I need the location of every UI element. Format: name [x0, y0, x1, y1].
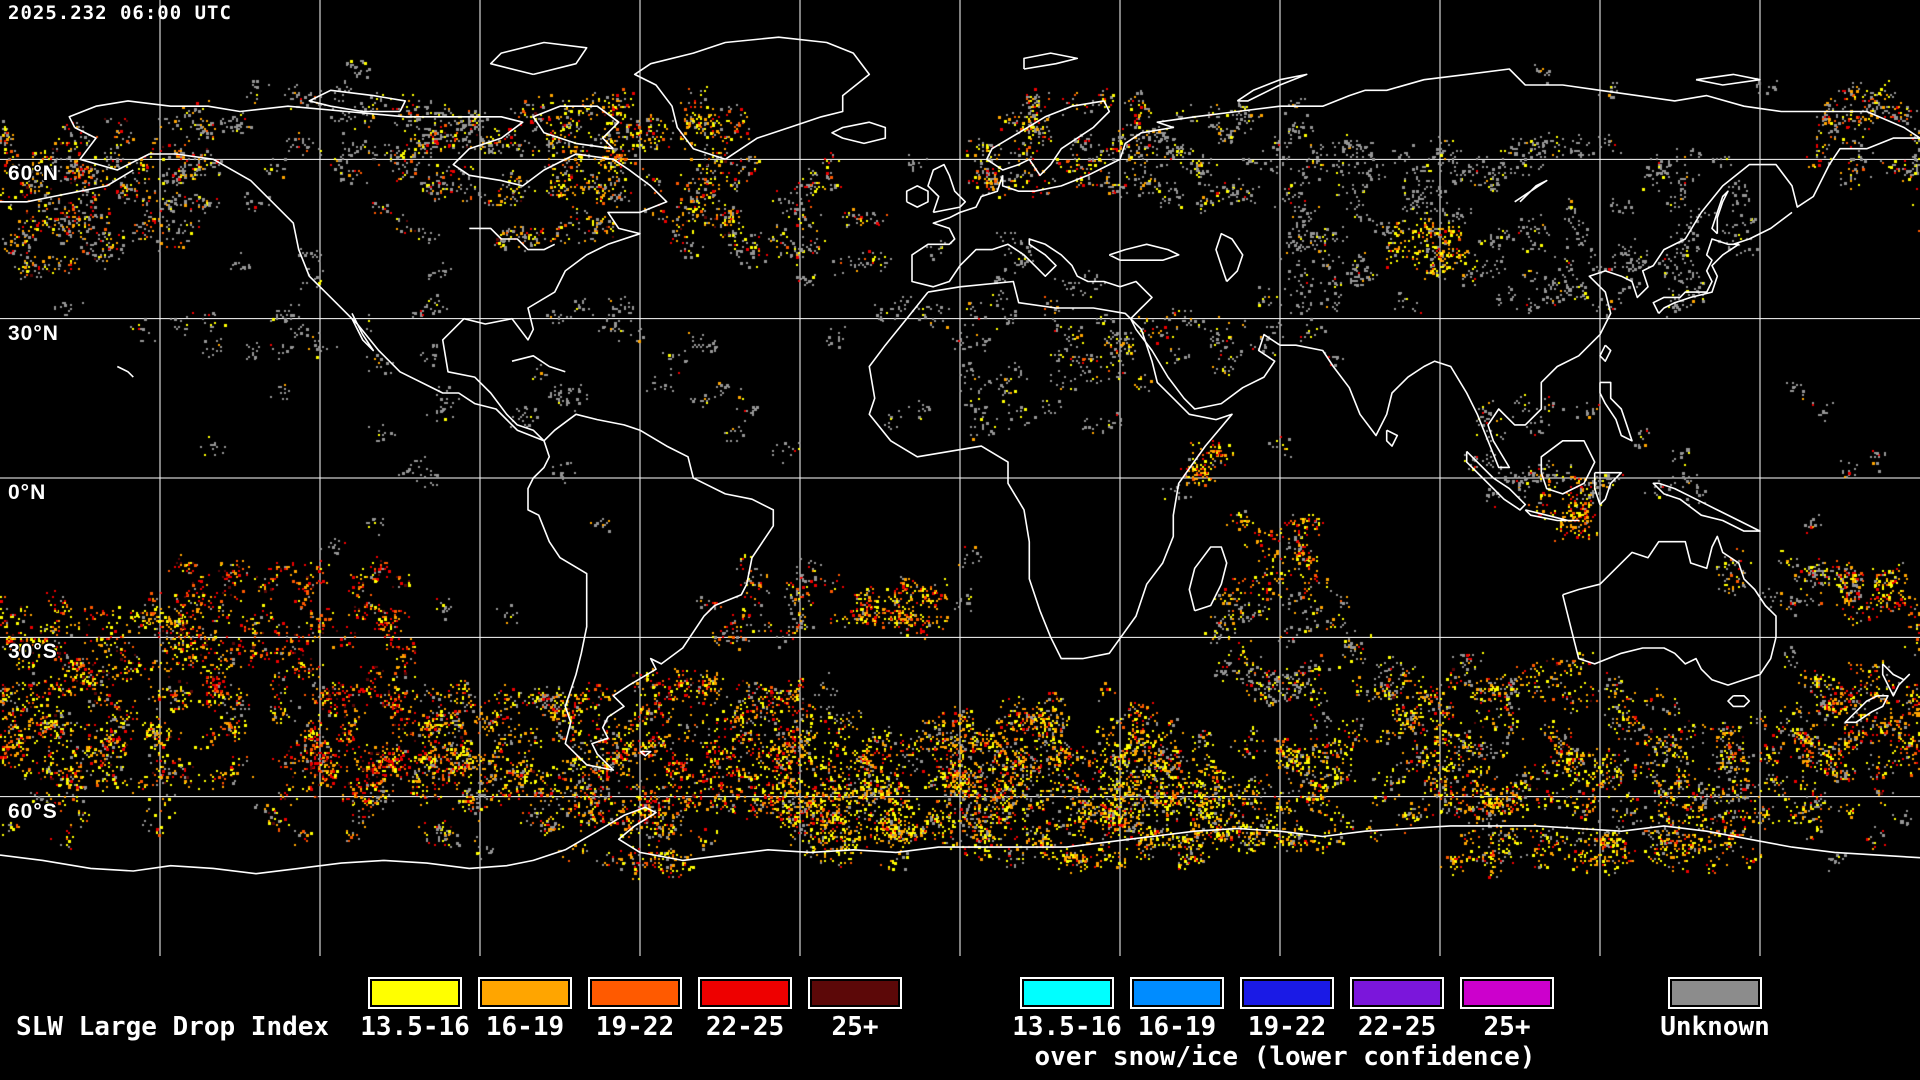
legend-range-label: 16-19: [1137, 1012, 1217, 1042]
coastline: [1727, 694, 1751, 708]
legend-range-label: 22-25: [1357, 1012, 1437, 1042]
legend-range-label: Unknown: [1660, 1012, 1770, 1042]
coastline: [527, 413, 775, 771]
coastline: [1188, 546, 1228, 612]
coastline: [68, 100, 668, 442]
coastline: [1385, 429, 1399, 447]
coastline: [1652, 482, 1761, 532]
coastline: [1023, 52, 1079, 70]
swatch-color: [1244, 981, 1330, 1005]
latitude-label: 0°N: [8, 481, 47, 504]
timestamp: 2025.232 06:00 UTC: [8, 2, 232, 24]
coastline: [489, 41, 588, 76]
legend-range-label: 19-22: [1247, 1012, 1327, 1042]
coastline: [1524, 509, 1580, 522]
legend-range-label: 16-19: [485, 1012, 565, 1042]
coastline: [905, 185, 929, 208]
coastline: [0, 806, 1920, 875]
coastline: [469, 227, 556, 251]
legend-range-label: 13.5-16: [1012, 1012, 1122, 1042]
coastline: [351, 313, 375, 352]
coastline: [1514, 179, 1548, 203]
swatch-color: [482, 981, 568, 1005]
legend-swatch-25+: [808, 977, 902, 1009]
coastline: [116, 365, 134, 378]
legend-title: SLW Large Drop Index: [16, 1012, 330, 1042]
swatch-color: [372, 981, 458, 1005]
coastline: [1844, 694, 1889, 724]
legend-range-label: 22-25: [705, 1012, 785, 1042]
coastline: [1599, 344, 1612, 363]
coastline: [1652, 238, 1740, 314]
latitude-label: 30°N: [8, 321, 59, 345]
coastline: [1108, 243, 1180, 262]
coastline: [1599, 381, 1633, 442]
swatch-color: [1354, 981, 1440, 1005]
legend-range-label: 19-22: [595, 1012, 675, 1042]
swatch-color: [1134, 981, 1220, 1005]
latitude-label: 60°N: [8, 162, 59, 186]
coastline: [1733, 211, 1793, 246]
legend-swatch-19-22: [1240, 977, 1334, 1009]
swatch-color: [592, 981, 678, 1005]
legend-range-label: 13.5-16: [360, 1012, 470, 1042]
coastline: [1236, 73, 1308, 102]
coastline: [633, 36, 871, 161]
legend-swatch-16-19: [478, 977, 572, 1009]
swatch-color: [1024, 981, 1110, 1005]
coastline: [1215, 232, 1244, 283]
swatch-color: [1464, 981, 1550, 1005]
latitude-label: 60°S: [8, 799, 58, 823]
coastline: [308, 89, 407, 113]
coastline: [1561, 535, 1777, 686]
legend-swatch-13.5-16: [1020, 977, 1114, 1009]
coastline: [911, 68, 1920, 469]
world-coastlines: [0, 36, 1920, 875]
legend-swatch-Unknown: [1668, 977, 1762, 1009]
coastline: [1695, 73, 1761, 86]
coastline: [1593, 471, 1623, 506]
coastline: [1881, 663, 1911, 697]
coastline: [831, 121, 887, 145]
slw-data-layer: [0, 0, 1920, 956]
coastline: [927, 163, 967, 214]
legend-swatch-13.5-16: [368, 977, 462, 1009]
swatch-color: [1672, 981, 1758, 1005]
legend-snow-caption: over snow/ice (lower confidence): [1034, 1042, 1536, 1072]
coastline: [1540, 439, 1596, 495]
swatch-color: [812, 981, 898, 1005]
latitude-label: 30°S: [8, 640, 58, 664]
legend-swatch-22-25: [698, 977, 792, 1009]
coastline: [1465, 450, 1527, 511]
legend-range-label: 25+: [1483, 1012, 1531, 1042]
coastline: [532, 105, 620, 150]
legend-swatch-19-22: [588, 977, 682, 1009]
swatch-color: [702, 981, 788, 1005]
legend-swatch-16-19: [1130, 977, 1224, 1009]
coastline: [639, 750, 652, 757]
legend-swatch-25+: [1460, 977, 1554, 1009]
coastline: [868, 280, 1233, 660]
coastline: [985, 100, 1111, 177]
legend-swatch-22-25: [1350, 977, 1444, 1009]
coastline: [511, 354, 566, 373]
legend-range-label: 25+: [831, 1012, 879, 1042]
coastline: [0, 169, 134, 203]
coastline: [1711, 190, 1729, 235]
